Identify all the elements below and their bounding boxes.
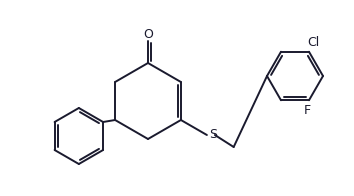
Text: F: F (303, 104, 310, 117)
Text: S: S (209, 129, 217, 142)
Text: Cl: Cl (307, 36, 319, 49)
Text: O: O (143, 27, 153, 41)
